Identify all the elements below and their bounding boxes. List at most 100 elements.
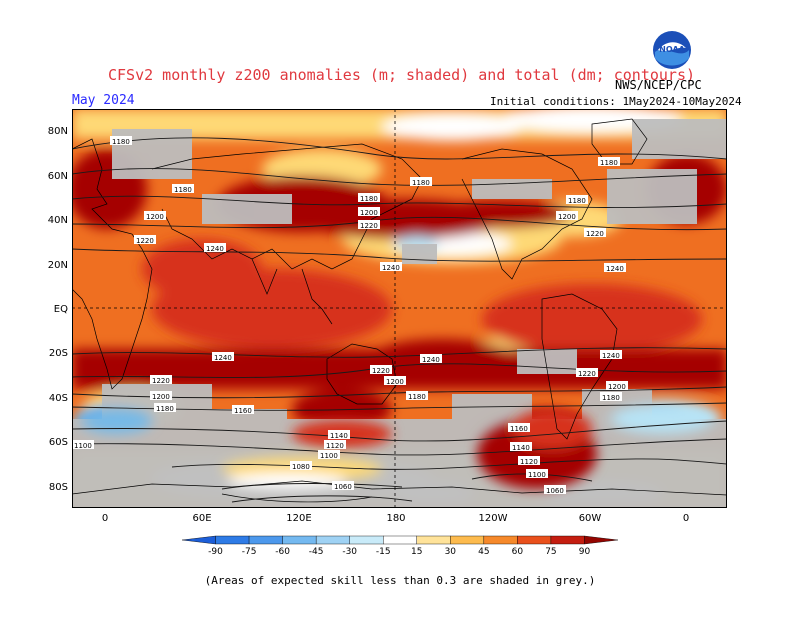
contour-label: 1200 — [150, 391, 172, 401]
contour-label: 1180 — [110, 136, 132, 146]
map-frame — [72, 109, 727, 508]
lat-label: 40N — [47, 215, 68, 226]
colorbar-swatch — [416, 535, 451, 545]
lat-label: 60S — [48, 437, 68, 448]
colorbar-swatch — [215, 535, 250, 545]
colorbar-swatch — [248, 535, 283, 545]
colorbar-swatch — [282, 535, 317, 545]
lat-label: 40S — [48, 393, 68, 404]
svg-text:1200: 1200 — [146, 213, 164, 221]
contour-label: 1140 — [510, 442, 532, 452]
svg-text:1100: 1100 — [528, 471, 546, 479]
colorbar-tick-label: 15 — [411, 547, 422, 557]
anomaly-map: 1180 1180 1200 1220 1240 1180 1200 1220 … — [72, 109, 727, 508]
svg-text:1100: 1100 — [320, 452, 338, 460]
contour-label: 1220 — [584, 228, 606, 238]
colorbar-swatch — [450, 535, 485, 545]
contour-label: 1060 — [544, 485, 566, 495]
lat-label: 80N — [47, 126, 68, 137]
svg-text:1200: 1200 — [152, 393, 170, 401]
svg-text:1220: 1220 — [578, 370, 596, 378]
colorbar-tick-label: 75 — [545, 547, 556, 557]
colorbar-tick-label: -15 — [376, 547, 391, 557]
skill-note: (Areas of expected skill less than 0.3 a… — [204, 574, 596, 587]
noaa-logo-icon: NOAA — [653, 31, 691, 69]
svg-text:1240: 1240 — [602, 352, 620, 360]
svg-text:1200: 1200 — [360, 209, 378, 217]
svg-text:1200: 1200 — [386, 378, 404, 386]
contour-label: 1120 — [518, 456, 540, 466]
colorbar-swatch — [584, 535, 619, 545]
contour-label: 1180 — [358, 193, 380, 203]
svg-text:1180: 1180 — [360, 195, 378, 203]
colorbar-swatch — [181, 535, 216, 545]
colorbar: -90 -75 -60 -45 -30 -15 15 30 45 60 75 90 — [181, 535, 619, 557]
contour-label: 1200 — [606, 381, 628, 391]
contour-label: 1240 — [212, 352, 234, 362]
contour-label: 1200 — [358, 207, 380, 217]
contour-label: 1240 — [604, 263, 626, 273]
svg-text:1180: 1180 — [568, 197, 586, 205]
svg-text:1140: 1140 — [330, 432, 348, 440]
lat-label: 60N — [47, 171, 68, 182]
colorbar-swatch — [315, 535, 350, 545]
svg-text:1120: 1120 — [326, 442, 344, 450]
svg-text:1180: 1180 — [156, 405, 174, 413]
contour-label: 1180 — [172, 184, 194, 194]
colorbar-tick-label: 90 — [579, 547, 591, 557]
contour-label: 1160 — [508, 423, 530, 433]
colorbar-swatch — [349, 535, 384, 545]
contour-label: 1100 — [526, 469, 548, 479]
forecast-month: May 2024 — [72, 93, 135, 108]
contour-label: 1220 — [370, 365, 392, 375]
lat-label: 80S — [48, 482, 68, 493]
contour-label: 1180 — [566, 195, 588, 205]
svg-text:1080: 1080 — [292, 463, 310, 471]
svg-text:1180: 1180 — [412, 179, 430, 187]
contour-label: 1180 — [410, 177, 432, 187]
contour-label: 1120 — [324, 440, 346, 450]
colorbar-tick-label: -60 — [275, 547, 290, 557]
contour-label: 1100 — [72, 440, 94, 450]
lon-label: 60E — [192, 513, 212, 524]
contour-label: 1200 — [384, 376, 406, 386]
contour-label: 1240 — [204, 243, 226, 253]
svg-text:1180: 1180 — [602, 394, 620, 402]
contour-label: 1200 — [556, 211, 578, 221]
lat-label: 20N — [47, 260, 68, 271]
svg-text:1140: 1140 — [512, 444, 530, 452]
contour-label: 1220 — [150, 375, 172, 385]
colorbar-swatch — [517, 535, 552, 545]
svg-text:1200: 1200 — [558, 213, 576, 221]
noaa-logo-text: NOAA — [659, 45, 685, 54]
colorbar-tick-label: 45 — [478, 547, 489, 557]
colorbar-tick-label: -75 — [242, 547, 257, 557]
lat-label: EQ — [53, 304, 68, 315]
svg-text:1160: 1160 — [234, 407, 252, 415]
contour-label: 1240 — [420, 354, 442, 364]
contour-label: 1180 — [406, 391, 428, 401]
svg-text:1180: 1180 — [174, 186, 192, 194]
svg-text:1180: 1180 — [600, 159, 618, 167]
colorbar-tick-label: -30 — [342, 547, 357, 557]
lat-label: 20S — [48, 348, 68, 359]
initial-conditions: Initial conditions: 1May2024-10May2024 — [490, 95, 742, 108]
colorbar-tick-label: -45 — [309, 547, 324, 557]
svg-text:1180: 1180 — [112, 138, 130, 146]
org-name: NWS/NCEP/CPC — [615, 78, 702, 92]
colorbar-tick-label: 30 — [445, 547, 457, 557]
svg-text:1240: 1240 — [382, 264, 400, 272]
contour-label: 1240 — [380, 262, 402, 272]
contour-label: 1220 — [358, 220, 380, 230]
contour-label: 1160 — [232, 405, 254, 415]
svg-text:1220: 1220 — [586, 230, 604, 238]
svg-text:1240: 1240 — [606, 265, 624, 273]
colorbar-swatch — [383, 535, 417, 545]
svg-text:1060: 1060 — [546, 487, 564, 495]
contour-label: 1220 — [134, 235, 156, 245]
lon-label: 120W — [478, 513, 508, 524]
contour-label: 1180 — [600, 392, 622, 402]
lon-label: 0 — [682, 513, 690, 524]
svg-text:1220: 1220 — [152, 377, 170, 385]
svg-text:1240: 1240 — [206, 245, 224, 253]
